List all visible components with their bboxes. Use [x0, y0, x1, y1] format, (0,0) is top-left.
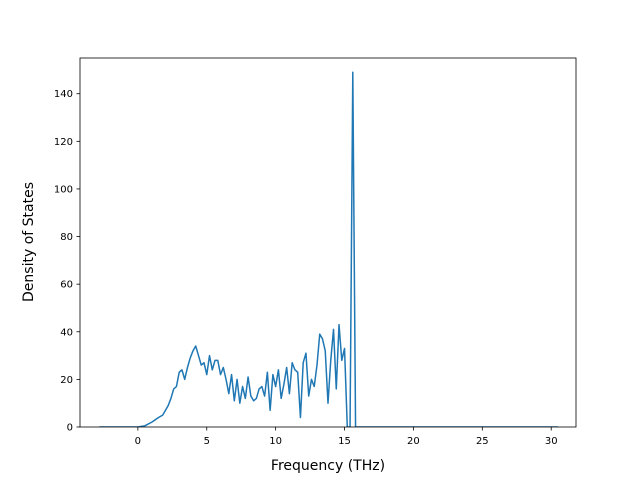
- y-tick-label: 140: [54, 89, 73, 100]
- axes-frame: [79, 57, 577, 428]
- x-axis-label: Frequency (THz): [271, 458, 385, 474]
- x-tick-label: 5: [204, 436, 210, 447]
- x-tick-label: 15: [338, 436, 351, 447]
- series-line-0: [99, 71, 559, 427]
- x-tick-label: 10: [269, 436, 282, 447]
- y-tick-label: 40: [60, 327, 73, 338]
- x-tick-label: 25: [476, 436, 489, 447]
- y-tick-label: 60: [60, 280, 73, 291]
- y-tick-label: 120: [54, 137, 73, 148]
- y-tick-label: 80: [60, 232, 73, 243]
- y-axis-label: Density of States: [21, 182, 37, 302]
- y-tick-label: 0: [67, 423, 73, 434]
- x-tick-label: 0: [135, 436, 141, 447]
- x-tick-label: 20: [407, 436, 420, 447]
- x-tick-label: 30: [545, 436, 558, 447]
- y-tick-label: 100: [54, 184, 73, 195]
- plot-area: [79, 57, 577, 428]
- axis-ticks: 0 5 10 15 20 25 30 0 20 40 60 80 100 120 140: [54, 89, 558, 447]
- y-tick-label: 20: [60, 375, 73, 386]
